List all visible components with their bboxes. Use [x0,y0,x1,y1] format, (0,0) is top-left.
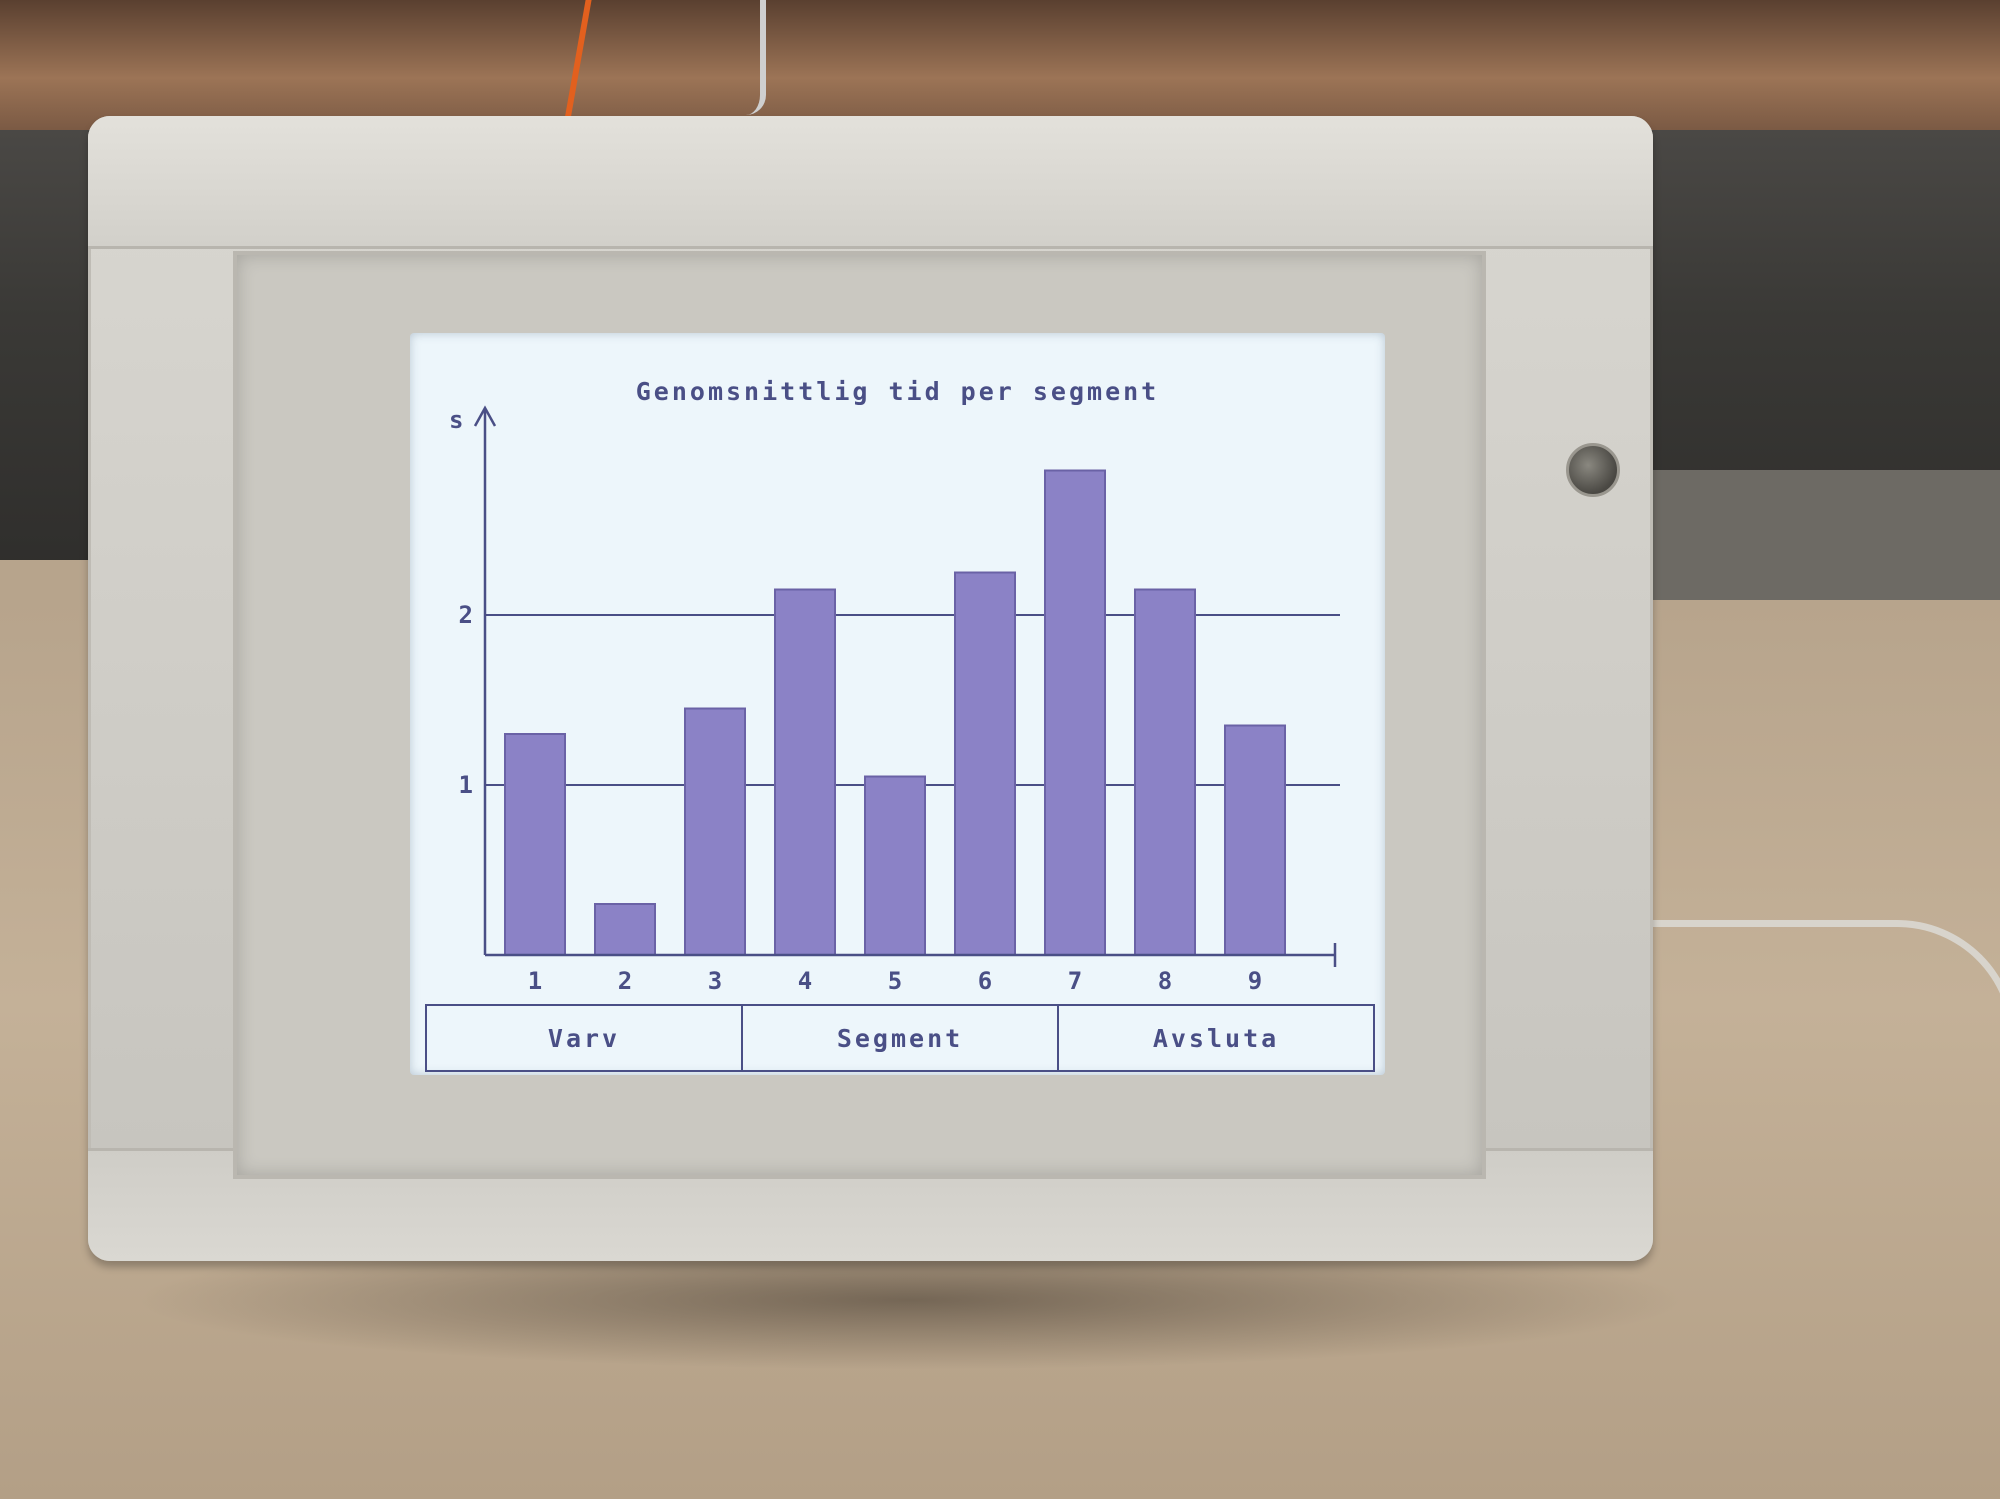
x-tick-label: 4 [798,967,812,995]
grey-cable [740,0,766,115]
x-tick-label: 2 [618,967,632,995]
touch-screen: Genomsnittlig tid per segment 1 2 1 2 3 4 5 6 7 8… [410,333,1385,1075]
varv-button[interactable]: Varv [427,1006,743,1070]
enclosure-top-band [88,116,1653,249]
y-tick-label: 2 [459,601,473,629]
x-tick-label: 7 [1068,967,1082,995]
x-tick-label: 1 [528,967,542,995]
y-axis-arrow [473,405,497,427]
segment-button[interactable]: Segment [743,1006,1059,1070]
usb-cable [1650,920,2000,1499]
bar-chart: 1 2 1 2 3 4 5 6 7 8 9 s [449,405,1340,995]
background-wall [0,0,2000,130]
power-button[interactable] [1566,443,1620,497]
chart-title: Genomsnittlig tid per segment [635,377,1160,406]
bar-9 [1224,724,1286,956]
x-tick-label: 9 [1248,967,1262,995]
bar-6 [954,571,1016,956]
x-tick-label: 3 [708,967,722,995]
y-axis-unit-label: s [449,406,463,434]
bar-5 [864,775,926,956]
bar-3 [684,707,746,956]
bar-7 [1044,469,1106,956]
background-wall-right [1650,470,2000,600]
bottom-button-bar: Varv Segment Avsluta [425,1004,1375,1072]
x-tick-label: 5 [888,967,902,995]
avsluta-button[interactable]: Avsluta [1152,1023,1280,1053]
x-tick-label: 8 [1158,967,1172,995]
bar-1 [504,733,566,956]
bar-4 [774,588,836,956]
y-tick-label: 1 [459,771,473,799]
x-tick-label: 6 [978,967,992,995]
bar-8 [1134,588,1196,956]
bar-2 [594,903,656,956]
